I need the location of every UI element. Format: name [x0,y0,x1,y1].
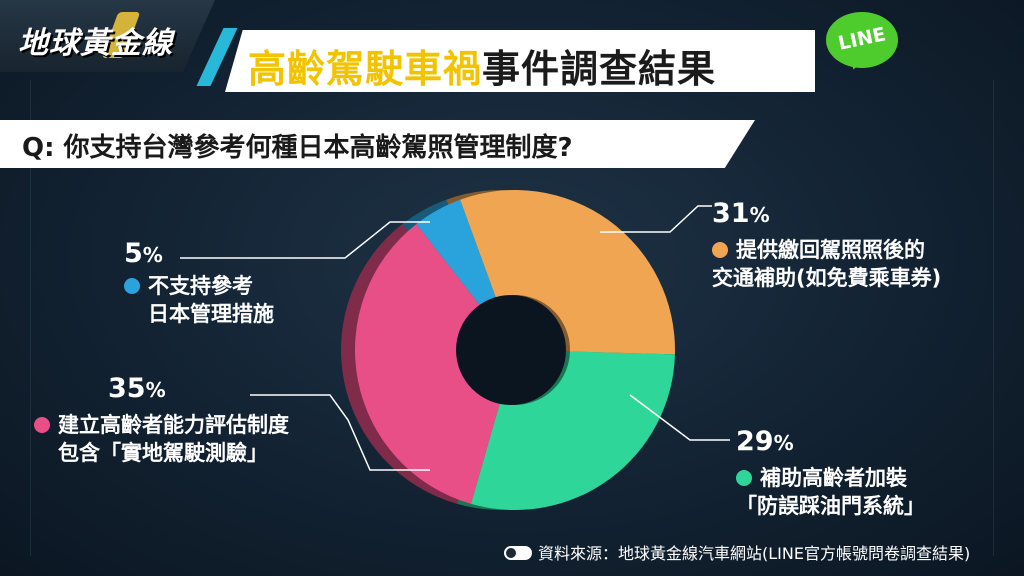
legend-35-line2: 包含「實地駕駛測驗」 [58,441,268,465]
data-label-35: 35% [108,373,166,404]
orange-dot-icon [712,242,728,258]
pink-dot-icon [34,417,50,433]
pie-slice-35 [355,224,500,504]
data-label-5: 5% [124,238,163,269]
data-label-29-value: 29 [736,426,774,457]
legend-item-31: 提供繳回駕照照後的 交通補助(如免費乘車券) [712,236,941,292]
legend-31-line2: 交通補助(如免費乘車券) [712,266,942,290]
question-text: Q: 你支持台灣參考何種日本高齡駕照管理制度? [22,133,573,163]
green-dot-icon [736,470,752,486]
right-frame-decoration [993,80,1024,556]
percent-sign: % [145,378,166,402]
source-note: 資料來源：地球黃金線汽車網站(LINE官方帳號問卷調查結果) [504,540,970,564]
header: 地球黃金線 高齡駕駛車禍事件調查結果 LINE [0,0,1024,100]
title-rest: 事件調查結果 [482,47,717,91]
legend-29-line2: 「防誤踩油門系統」 [736,494,925,518]
legend-29-line1: 補助高齡者加裝 [760,466,907,490]
logo-panel [0,0,215,72]
data-label-5-value: 5 [124,238,143,269]
percent-sign: % [773,431,794,455]
legend-5-line1: 不支持參考 [148,274,253,298]
legend-item-29: 補助高齡者加裝 「防誤踩油門系統」 [736,464,925,520]
leader-line-35 [250,394,430,471]
title-panel [225,30,815,92]
legend-35-line1: 建立高齡者能力評估制度 [58,413,289,437]
data-label-35-value: 35 [108,373,146,404]
data-label-31-value: 31 [712,198,750,229]
question-panel [0,120,755,168]
legend-item-5: 不支持參考 日本管理措施 [124,272,274,328]
data-label-31: 31% [712,198,770,229]
donut-hole [456,295,566,405]
percent-sign: % [749,203,770,227]
logo: 地球黃金線 [18,26,173,61]
left-frame-decoration [0,80,31,556]
title-highlight: 高齡駕駛車禍 [248,47,483,91]
data-label-29: 29% [736,426,794,457]
pie-slice-31 [460,190,675,355]
pie-slice-29 [471,351,675,510]
leader-line-31 [600,205,712,233]
legend-5-line2: 日本管理措施 [148,302,274,326]
toggle-icon [504,546,532,560]
legend-item-35: 建立高齡者能力評估制度 包含「實地駕駛測驗」 [34,411,289,467]
line-badge-icon [826,12,898,68]
leader-line-5 [180,221,430,259]
blue-dot-icon [124,278,140,294]
source-text: 資料來源：地球黃金線汽車網站(LINE官方帳號問卷調查結果) [538,544,971,563]
leader-line-29 [629,394,730,441]
legend-31-line1: 提供繳回駕照照後的 [736,238,925,262]
percent-sign: % [142,243,163,267]
page-title: 高齡駕駛車禍事件調查結果 [248,38,716,93]
pie-slice-5 [416,199,497,307]
